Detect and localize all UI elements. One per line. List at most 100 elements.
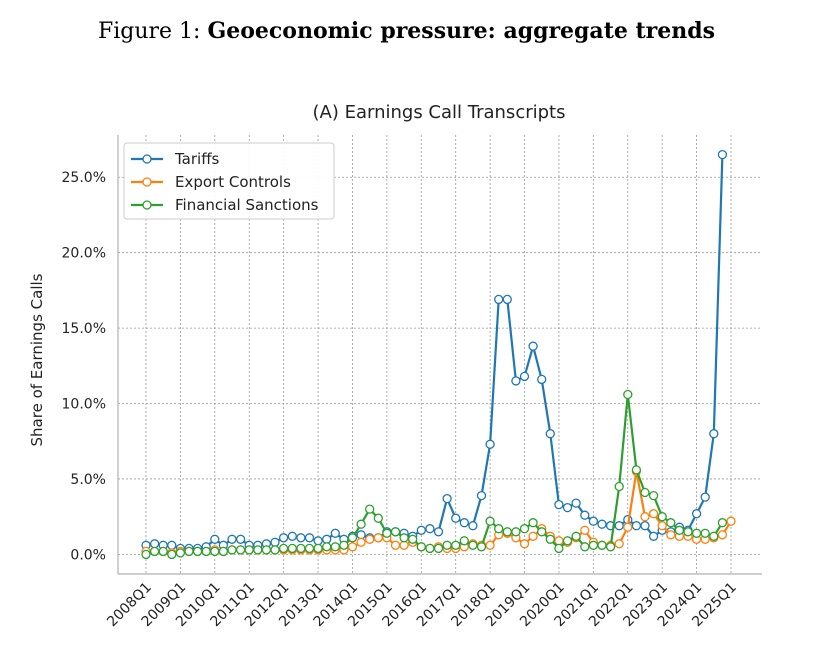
data-point [287,531,297,541]
data-point [373,513,383,523]
data-point [287,543,297,554]
data-point [261,545,272,555]
data-point [597,540,607,550]
data-point [571,531,581,541]
data-point [235,545,246,555]
data-point [528,518,538,528]
data-point [175,548,186,558]
data-point [528,341,538,351]
data-point [511,376,521,386]
data-point [588,516,599,526]
data-point [218,546,229,557]
data-point [700,528,710,538]
data-point [278,543,289,554]
data-point [648,531,659,541]
legend-label: Tariffs [174,150,220,168]
data-point [451,540,461,550]
data-point [580,542,590,552]
data-point [149,539,160,549]
data-point [408,534,418,544]
data-point [580,525,590,535]
data-point [631,521,642,531]
data-point [717,149,728,160]
data-point [623,389,633,400]
data-point [373,533,383,543]
data-point [227,545,237,555]
data-point [451,513,461,523]
data-point [468,540,478,550]
data-point [201,546,211,557]
figure-caption-title: Geoeconomic pressure: aggregate trends [207,18,716,44]
legend-label: Financial Sanctions [175,196,319,214]
data-point [244,545,254,555]
data-point [648,490,659,501]
data-point [485,540,495,550]
data-point [468,521,478,531]
y-tick-label: 0.0% [70,547,106,563]
data-point [545,429,555,439]
data-point [158,546,168,557]
data-point [709,531,719,541]
data-point [485,439,495,449]
data-point [528,531,538,541]
data-point [253,545,263,555]
data-point [640,512,650,522]
data-point [390,527,401,537]
data-point [365,504,375,514]
data-point [356,537,366,547]
data-point [502,294,512,305]
data-point [683,527,693,537]
data-point [365,534,375,544]
data-point [502,527,512,537]
data-point [476,490,487,501]
data-point [648,509,659,519]
data-point [425,543,435,554]
data-point [666,518,676,528]
data-point [562,536,573,546]
chart-title: (A) Earnings Call Transcripts [313,102,566,123]
data-point [717,530,728,540]
legend-swatch-marker [142,177,152,187]
data-point [433,527,444,537]
legend-swatch-marker [142,154,152,164]
data-point [141,549,151,560]
data-point [726,516,736,526]
data-point [356,519,366,529]
data-point [614,539,624,549]
legend: Tariffs Export Controls Financial Sanction… [123,142,335,220]
data-point [442,540,452,550]
data-point [519,371,530,382]
data-point [184,546,194,557]
data-point [330,542,340,552]
y-tick-label: 20.0% [62,246,106,262]
data-point [322,542,332,552]
data-point [210,534,220,544]
data-point [425,524,435,534]
data-point [304,543,315,554]
data-point [571,498,581,508]
data-point [235,534,246,544]
data-point [485,516,495,526]
data-point [416,542,426,552]
series-2 [141,389,728,560]
y-tick-label: 25.0% [62,170,106,186]
data-point [554,499,564,510]
data-point [709,429,719,439]
data-point [614,481,624,492]
figure-caption: Figure 1: Geoeconomic pressure: aggregat… [0,18,813,44]
data-point [562,502,573,513]
data-point [605,542,616,552]
data-point [657,512,667,522]
data-point [339,540,349,550]
data-point [631,465,642,475]
data-point [399,540,409,550]
data-point [554,543,564,554]
y-tick-label: 10.0% [62,397,106,413]
data-point [597,519,607,529]
data-point [700,492,710,502]
legend-swatch-marker [142,200,152,210]
data-point [330,528,340,538]
data-point [537,374,547,385]
data-point [313,536,323,546]
data-point [304,533,315,543]
